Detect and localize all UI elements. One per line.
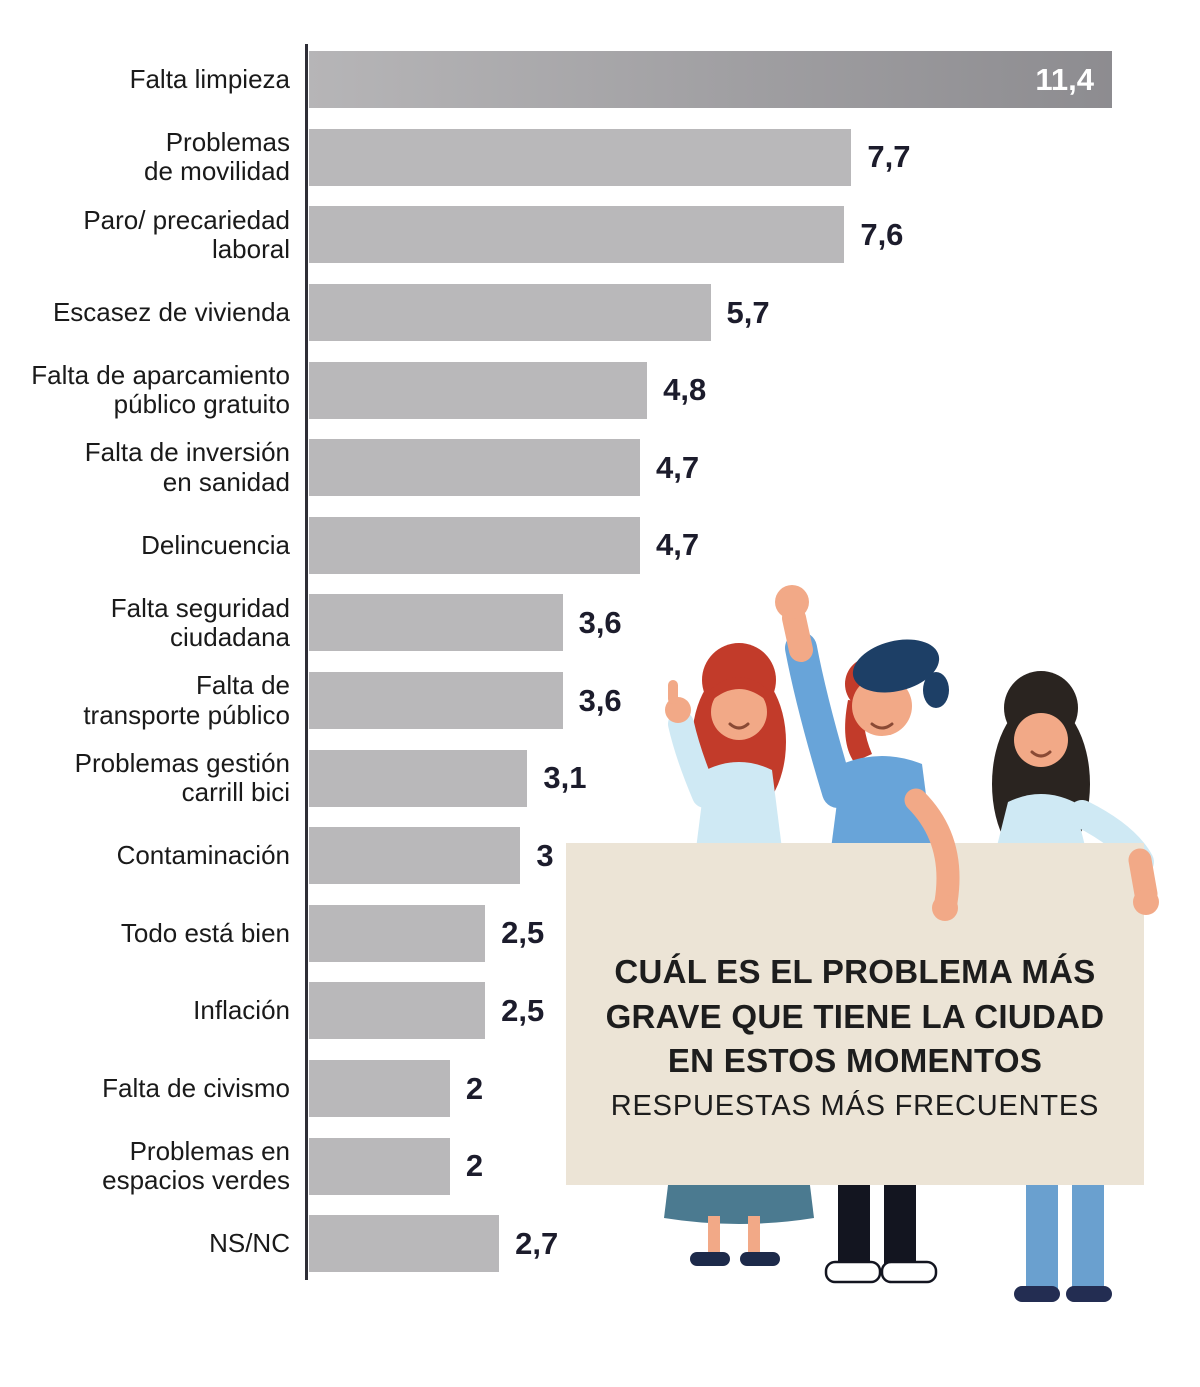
bar: [309, 827, 521, 885]
chart-row: Escasez de vivienda 5,7: [0, 274, 1200, 352]
bar-track: 2: [309, 1137, 1200, 1195]
bar-track: 2,7: [309, 1215, 1200, 1273]
bar-track: 11,4: [309, 51, 1200, 109]
bar-track: 3,6: [309, 594, 1200, 652]
bar-track: 2: [309, 1060, 1200, 1118]
value-label: 3,6: [578, 604, 622, 640]
chart-row: Falta de transporte público 3,6: [0, 662, 1200, 740]
bar: [309, 516, 641, 574]
category-label: Falta seguridad ciudadana: [110, 592, 290, 652]
chart-row: Problemas de movilidad 7,7: [0, 119, 1200, 197]
value-label: 3,6: [578, 682, 622, 718]
value-label: 2: [465, 1070, 484, 1106]
bar-track: 2,5: [309, 982, 1200, 1040]
value-label: 2,5: [501, 915, 545, 951]
chart-row: Falta de inversión en sanidad 4,7: [0, 429, 1200, 507]
category-label: Problemas gestión carrill bici: [74, 747, 290, 808]
bar: [309, 1215, 500, 1273]
chart-row: Falta de civismo 2: [0, 1050, 1200, 1128]
value-label: 11,4: [1035, 61, 1094, 97]
category-label: Falta de transporte público: [83, 670, 290, 730]
bar: [309, 594, 563, 652]
chart-row: Problemas gestión carrill bici 3,1: [0, 739, 1200, 817]
bar-track: 7,6: [309, 206, 1200, 264]
chart-row: Todo está bien 2,5: [0, 895, 1200, 973]
value-label: 3: [536, 837, 554, 873]
bar-track: 2,5: [309, 904, 1200, 962]
value-label: 2,5: [501, 992, 545, 1028]
category-label: Falta de inversión en sanidad: [84, 437, 290, 497]
value-label: 7,6: [860, 216, 904, 252]
bar: [309, 672, 563, 730]
category-label: Inflación: [193, 995, 290, 1026]
bar-track: 3,6: [309, 672, 1200, 730]
category-label: Escasez de vivienda: [52, 296, 290, 327]
value-label: 4,8: [663, 372, 707, 408]
bar-track: 4,7: [309, 516, 1200, 574]
bar: [309, 284, 711, 342]
value-label: 5,7: [726, 294, 770, 330]
bar-track: 3,1: [309, 749, 1200, 807]
bar: [309, 749, 528, 807]
y-axis-line: [305, 44, 308, 1280]
category-label: Falta de civismo: [102, 1072, 290, 1103]
sign-title-line-3: EN ESTOS MOMENTOS: [667, 1042, 1043, 1080]
category-label: Contaminación: [116, 840, 290, 871]
bar: [309, 206, 845, 264]
category-label: Problemas de movilidad: [144, 127, 290, 187]
chart-row: Paro/ precariedad laboral 7,6: [0, 196, 1200, 274]
bar-track: 4,8: [309, 361, 1200, 419]
bar-track: 7,7: [309, 128, 1200, 186]
chart-rows: Falta limpieza 11,4 Problemas de movilidad 7…: [0, 41, 1200, 1283]
bar: [309, 361, 648, 419]
chart-row: Delincuencia 4,7: [0, 507, 1200, 585]
category-label: Falta limpieza: [129, 64, 290, 95]
bar: [309, 439, 641, 497]
chart-row: NS/NC 2,7: [0, 1205, 1200, 1283]
bar: [309, 904, 486, 962]
chart-row: Falta limpieza 11,4: [0, 41, 1200, 119]
value-label: 4,7: [656, 527, 700, 563]
bar-track: 3: [309, 827, 1200, 885]
value-label: 4,7: [656, 449, 700, 485]
category-label: NS/NC: [209, 1228, 290, 1259]
value-label: 3,1: [543, 760, 587, 796]
bar: [309, 128, 852, 186]
bar-track: 5,7: [309, 284, 1200, 342]
value-label: 2,7: [515, 1225, 559, 1261]
chart-row: Problemas en espacios verdes 2: [0, 1127, 1200, 1205]
value-label: 2: [465, 1148, 484, 1184]
value-label: 7,7: [867, 139, 911, 175]
chart-row: Falta de aparcamiento público gratuito 4,8: [0, 351, 1200, 429]
category-label: Todo está bien: [120, 917, 290, 948]
bar: [309, 982, 486, 1040]
sign-title-line-2: GRAVE QUE TIENE LA CIUDAD: [605, 997, 1105, 1035]
category-label: Falta de aparcamiento público gratuito: [31, 359, 290, 420]
sign-subtitle: RESPUESTAS MÁS FRECUENTES: [610, 1089, 1100, 1122]
chart-row: Inflación 2,5: [0, 972, 1200, 1050]
chart-row: Falta seguridad ciudadana 3,6: [0, 584, 1200, 662]
bar-track: 4,7: [309, 439, 1200, 497]
bar: [309, 1137, 450, 1195]
bar: [309, 1060, 450, 1118]
category-label: Delincuencia: [141, 529, 290, 560]
bar: 11,4: [309, 51, 1112, 109]
category-label: Problemas en espacios verdes: [102, 1135, 290, 1196]
chart-row: Contaminación 3: [0, 817, 1200, 895]
sign-text: CUÁL ES EL PROBLEMA MÁS GRAVE QUE TIENE …: [586, 950, 1124, 1123]
sign-title-line-1: CUÁL ES EL PROBLEMA MÁS: [614, 953, 1096, 990]
category-label: Paro/ precariedad laboral: [83, 204, 290, 264]
